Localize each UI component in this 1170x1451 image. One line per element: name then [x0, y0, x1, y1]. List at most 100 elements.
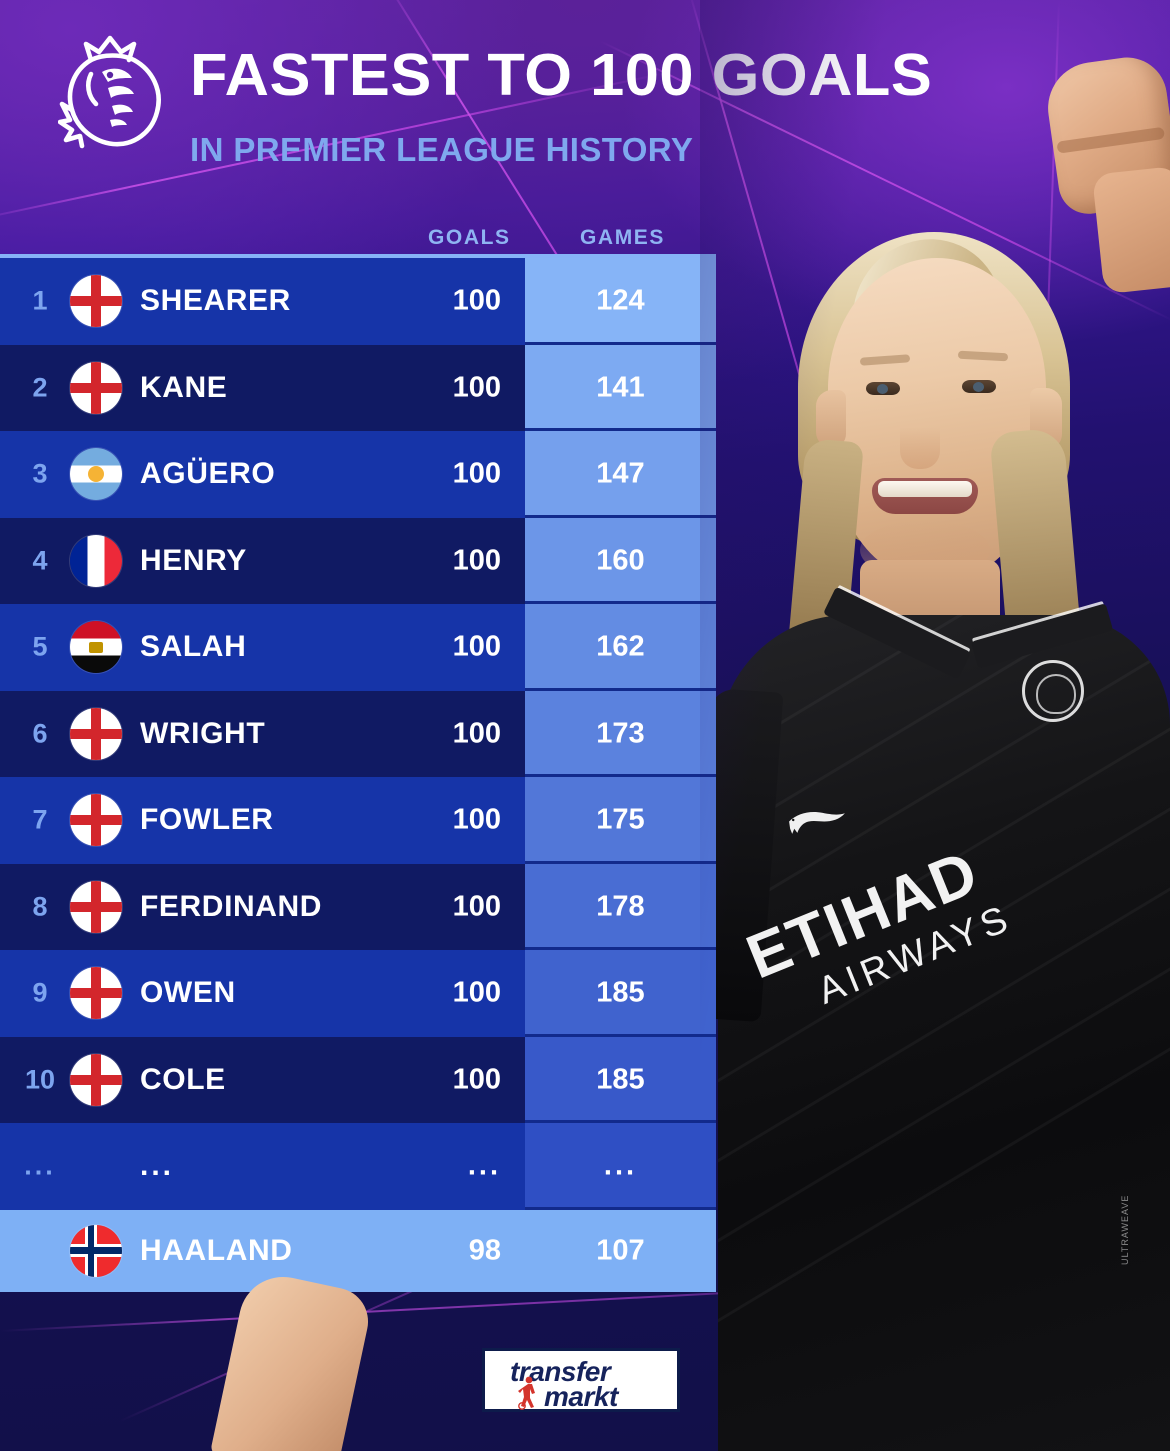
row-main-cells: ......... — [0, 1123, 525, 1210]
row-games-value: 185 — [596, 1063, 645, 1096]
row-main-cells: 4 HENRY 100 — [0, 517, 525, 604]
ear-left — [816, 390, 846, 448]
table-row[interactable]: 2 KANE 100 141 — [0, 344, 716, 431]
row-rank: 10 — [24, 1064, 56, 1095]
row-rank: 9 — [32, 977, 48, 1008]
transfermarkt-line-2: markt — [544, 1381, 618, 1412]
table-row[interactable]: 7 FOWLER 100 175 — [0, 777, 716, 864]
table-top-border — [0, 254, 716, 258]
row-main-cells: 8 FERDINAND 100 — [0, 863, 525, 950]
row-games-cell: 147 — [525, 431, 716, 518]
row-main-cells: 1 SHEARER 100 — [0, 258, 525, 345]
row-player-name: HAALAND — [140, 1233, 293, 1267]
row-player-name: COLE — [140, 1062, 226, 1096]
table-row[interactable]: HAALAND 98 107 — [0, 1209, 716, 1292]
row-rank: 6 — [32, 718, 48, 749]
row-goals-value: 98 — [468, 1234, 501, 1266]
table-row[interactable]: 1 SHEARER 100 124 — [0, 258, 716, 345]
flag-norway — [70, 1224, 122, 1277]
row-games-cell: 173 — [525, 690, 716, 777]
row-main-cells: 7 FOWLER 100 — [0, 777, 525, 864]
row-goals-value: 100 — [452, 890, 501, 923]
column-header-goals: GOALS — [428, 226, 511, 249]
row-main-cells: 9 OWEN 100 — [0, 950, 525, 1037]
eye-right — [962, 380, 996, 393]
row-games-value: 173 — [596, 717, 645, 750]
row-rank: 2 — [32, 372, 48, 403]
table-row[interactable]: 8 FERDINAND 100 178 — [0, 863, 716, 950]
leaderboard-table: 1 SHEARER 100 124 2 KANE 100 141 3 AGÜERO 100 147 4 H… — [0, 254, 716, 1292]
row-games-value: 160 — [596, 544, 645, 577]
row-games-cell: 124 — [525, 258, 716, 345]
flag-argentina — [70, 448, 122, 501]
row-games-value: 175 — [596, 803, 645, 836]
table-row[interactable]: 3 AGÜERO 100 147 — [0, 431, 716, 518]
flag-england — [70, 880, 122, 933]
row-rank: 1 — [32, 285, 48, 316]
football-kit — [718, 615, 1170, 1451]
row-player-name: WRIGHT — [140, 716, 266, 750]
row-goals-value: 100 — [452, 544, 501, 577]
puma-logo — [789, 812, 845, 834]
flag-england — [70, 707, 122, 760]
row-games-cell: 141 — [525, 344, 716, 431]
page-title: FASTEST TO 100 GOALS — [190, 42, 933, 108]
transfermarkt-logo: transfer markt — [482, 1348, 680, 1412]
row-games-value: 107 — [596, 1234, 645, 1266]
row-main-cells: 2 KANE 100 — [0, 344, 525, 431]
row-player-name: AGÜERO — [140, 457, 276, 491]
table-row[interactable]: 9 OWEN 100 185 — [0, 950, 716, 1037]
row-games-value: 147 — [596, 457, 645, 490]
table-row[interactable]: 5 SALAH 100 162 — [0, 604, 716, 691]
row-rank: 8 — [32, 891, 48, 922]
row-games-cell: 107 — [525, 1209, 716, 1292]
row-games-value: 141 — [596, 371, 645, 404]
row-player-name: KANE — [140, 370, 228, 404]
row-player-name: HENRY — [140, 543, 247, 577]
row-games-value: 162 — [596, 630, 645, 663]
flag-england — [70, 361, 122, 414]
table-row[interactable]: 4 HENRY 100 160 — [0, 517, 716, 604]
row-games-cell: 178 — [525, 863, 716, 950]
mouth — [872, 478, 978, 514]
row-rank: 5 — [32, 631, 48, 662]
row-rank: ... — [24, 1150, 56, 1181]
row-games-value: 178 — [596, 890, 645, 923]
row-main-cells: 10 COLE 100 — [0, 1036, 525, 1123]
row-player-name: ... — [140, 1149, 175, 1183]
flag-england — [70, 1053, 122, 1106]
row-games-cell: 175 — [525, 777, 716, 864]
row-main-cells: 6 WRIGHT 100 — [0, 690, 525, 777]
row-rank: 7 — [32, 804, 48, 835]
row-games-cell: ... — [525, 1123, 716, 1210]
nose — [900, 405, 940, 469]
row-player-name: SHEARER — [140, 284, 291, 318]
flag-france — [70, 534, 122, 587]
row-player-name: FERDINAND — [140, 889, 323, 923]
row-goals-value: 100 — [452, 1063, 501, 1096]
table-row[interactable]: 6 WRIGHT 100 173 — [0, 690, 716, 777]
page-subtitle: IN PREMIER LEAGUE HISTORY — [190, 131, 694, 168]
row-player-name: FOWLER — [140, 803, 274, 837]
manchester-city-crest — [1022, 660, 1084, 722]
flag-england — [70, 794, 122, 847]
row-goals-value: 100 — [452, 457, 501, 490]
table-row[interactable]: ............ — [0, 1123, 716, 1210]
row-games-value: 124 — [596, 284, 645, 317]
row-goals-value: 100 — [452, 717, 501, 750]
row-goals-value: 100 — [452, 976, 501, 1009]
transfermarkt-player-icon — [518, 1376, 535, 1410]
row-games-cell: 185 — [525, 1036, 716, 1123]
row-goals-value: 100 — [452, 630, 501, 663]
row-goals-value: ... — [467, 1149, 501, 1182]
table-row[interactable]: 10 COLE 100 185 — [0, 1036, 716, 1123]
row-player-name: OWEN — [140, 976, 236, 1010]
row-games-cell: 162 — [525, 604, 716, 691]
row-games-cell: 185 — [525, 950, 716, 1037]
flag-egypt — [70, 621, 122, 674]
row-goals-value: 100 — [452, 371, 501, 404]
row-goals-value: 100 — [452, 284, 501, 317]
row-games-value: 185 — [596, 976, 645, 1009]
row-main-cells: HAALAND 98 — [0, 1209, 525, 1292]
row-main-cells: 3 AGÜERO 100 — [0, 431, 525, 518]
